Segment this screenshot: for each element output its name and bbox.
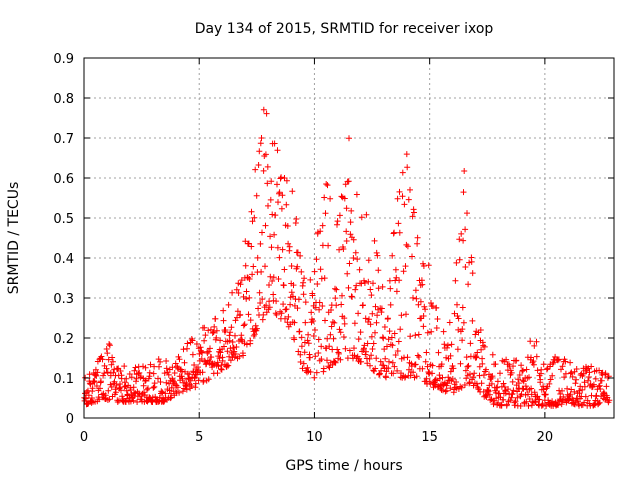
axes xyxy=(83,57,615,419)
y-tick-label: 0.1 xyxy=(53,372,74,387)
chart-title: Day 134 of 2015, SRMTID for receiver ixo… xyxy=(195,21,494,37)
x-tick-label: 20 xyxy=(537,430,554,445)
x-tick-label: 10 xyxy=(306,430,323,445)
x-axis-title: GPS time / hours xyxy=(285,458,402,474)
y-tick-label: 0.5 xyxy=(53,212,74,227)
y-tick-label: 0.3 xyxy=(53,292,74,307)
y-tick-label: 0 xyxy=(66,412,74,427)
y-axis-title: SRMTID / TECUs xyxy=(6,182,22,295)
y-tick-label: 0.4 xyxy=(53,252,74,267)
y-tick-label: 0.6 xyxy=(53,172,74,187)
x-tick-label: 0 xyxy=(80,430,88,445)
x-tick-label: 5 xyxy=(195,430,203,445)
tick-labels: 0 0.1 0.2 0.3 0.4 0.5 0.6 0.7 0.8 0.9 0 5 10 15 20 xyxy=(53,52,553,445)
x-tick-label: 15 xyxy=(421,430,438,445)
plot-frame xyxy=(83,57,615,419)
y-tick-label: 0.2 xyxy=(53,332,74,347)
grid xyxy=(84,58,614,418)
y-tick-label: 0.8 xyxy=(53,92,74,107)
y-tick-label: 0.9 xyxy=(53,52,74,67)
y-tick-label: 0.7 xyxy=(53,132,74,147)
